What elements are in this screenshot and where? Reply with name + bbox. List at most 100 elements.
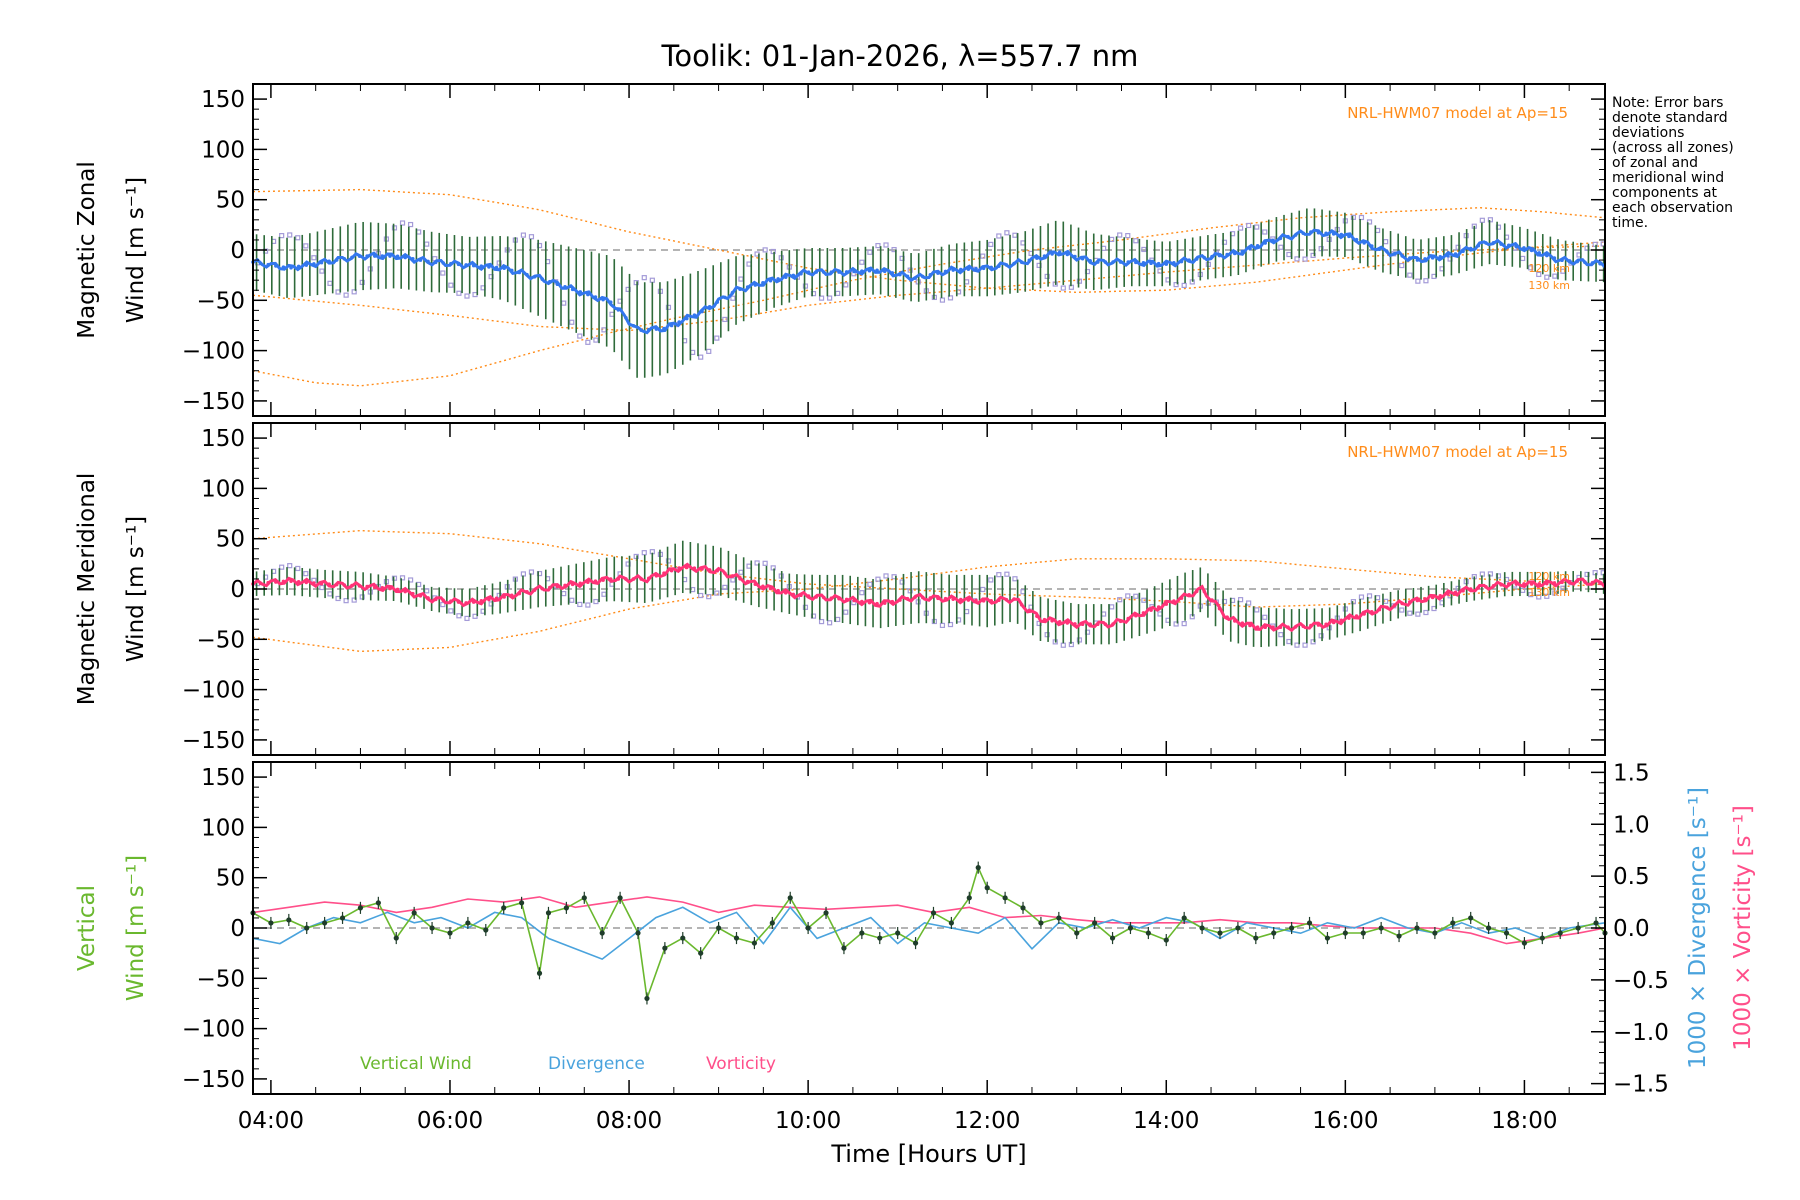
- y-tick-label: 100: [201, 476, 245, 502]
- wind-point: [1369, 244, 1374, 248]
- vertical-wind-point: [1127, 925, 1134, 931]
- zone-point: [1237, 597, 1244, 603]
- zone-point: [665, 558, 672, 564]
- zone-point: [1455, 585, 1461, 592]
- wind-point: [1073, 254, 1077, 259]
- zone-point: [1528, 592, 1534, 598]
- wind-point: [1309, 623, 1313, 628]
- wind-point: [860, 599, 864, 604]
- zone-point: [843, 282, 849, 288]
- wind-point: [1255, 625, 1260, 630]
- wind-point: [1073, 622, 1077, 626]
- wind-point: [1598, 261, 1602, 266]
- wind-point: [1035, 614, 1039, 618]
- wind-point: [1301, 231, 1306, 236]
- vertical-wind-point: [841, 945, 847, 951]
- wind-point: [441, 598, 446, 603]
- zone-point: [1455, 244, 1461, 250]
- zone-point: [980, 253, 986, 259]
- vertical-wind-point: [1181, 915, 1187, 921]
- wind-point: [1271, 625, 1275, 630]
- zone-point: [1262, 229, 1268, 235]
- zone-point: [609, 311, 615, 317]
- vertical-wind-point: [1521, 940, 1528, 946]
- wind-point: [289, 265, 293, 270]
- wind-point: [890, 599, 895, 604]
- wind-point: [1141, 261, 1146, 265]
- wind-point: [334, 582, 339, 587]
- wind-point: [882, 269, 887, 274]
- zone-point: [1528, 265, 1534, 271]
- wind-point: [745, 285, 750, 289]
- wind-point: [1050, 252, 1054, 256]
- vertical-wind-point: [733, 935, 740, 941]
- wind-point: [1240, 249, 1245, 254]
- vertical-wind-point: [1432, 930, 1438, 936]
- zonal-ylabel-line1: Magnetic Zonal: [74, 161, 100, 339]
- zone-point: [343, 292, 349, 298]
- wind-point: [1385, 605, 1389, 610]
- y-tick-label: −150: [182, 1067, 245, 1093]
- wind-point: [677, 566, 681, 570]
- wind-point: [1156, 261, 1161, 266]
- wind-point: [532, 588, 537, 592]
- wind-point: [266, 262, 271, 267]
- zone-point: [1044, 273, 1050, 280]
- wind-point: [943, 269, 948, 274]
- wind-point: [1484, 241, 1488, 245]
- vertical-wind-point: [930, 910, 937, 916]
- zone-point: [561, 590, 567, 597]
- wind-point: [1354, 237, 1359, 242]
- vertical-wind-point: [617, 895, 623, 901]
- wind-point: [372, 585, 377, 589]
- wind-point: [1278, 236, 1283, 241]
- wind-point: [1126, 616, 1131, 621]
- wind-point: [898, 598, 902, 602]
- wind-point: [1111, 260, 1115, 264]
- wind-point: [829, 596, 834, 600]
- wind-point: [1019, 602, 1024, 607]
- zone-point: [1286, 638, 1292, 645]
- wind-point: [958, 597, 963, 602]
- wind-point: [1392, 603, 1397, 608]
- zone-point: [303, 243, 309, 249]
- wind-point: [1545, 581, 1549, 586]
- wind-point: [1217, 606, 1222, 611]
- zone-point: [907, 588, 913, 594]
- model-curve: [252, 558, 1606, 653]
- zone-point: [1109, 236, 1115, 243]
- zone-point: [1117, 232, 1123, 238]
- wind-point: [1232, 251, 1237, 256]
- wind-point: [738, 576, 742, 581]
- vertical-wind-point: [1163, 937, 1169, 943]
- vertical-wind-point: [545, 910, 552, 916]
- wind-point: [791, 592, 796, 597]
- zone-point: [1544, 274, 1550, 280]
- wind-point: [570, 287, 575, 292]
- y2-tick-label: 0.5: [1613, 864, 1650, 890]
- wind-point: [1468, 246, 1473, 251]
- wind-point: [898, 272, 902, 277]
- wind-point: [867, 600, 872, 605]
- y-tick-label: 50: [216, 527, 245, 553]
- wind-point: [1529, 582, 1534, 586]
- wind-point: [296, 579, 301, 584]
- vertical-wind-point: [1557, 930, 1563, 936]
- zone-point: [706, 348, 712, 354]
- zone-point: [835, 616, 841, 623]
- zone-point: [762, 247, 768, 253]
- wind-point: [685, 565, 689, 570]
- wind-point: [327, 259, 331, 264]
- wind-point: [258, 581, 263, 586]
- zone-point: [440, 270, 446, 276]
- wind-point: [1408, 256, 1412, 260]
- vertical-wind-point: [483, 927, 489, 933]
- wind-point: [1172, 261, 1176, 265]
- vertical-wind-point: [984, 885, 990, 891]
- zone-point: [1012, 232, 1018, 238]
- wind-point: [1590, 261, 1595, 265]
- wind-point: [1453, 252, 1458, 256]
- zonal-wind-line: [252, 228, 1607, 335]
- zone-point: [1173, 282, 1179, 288]
